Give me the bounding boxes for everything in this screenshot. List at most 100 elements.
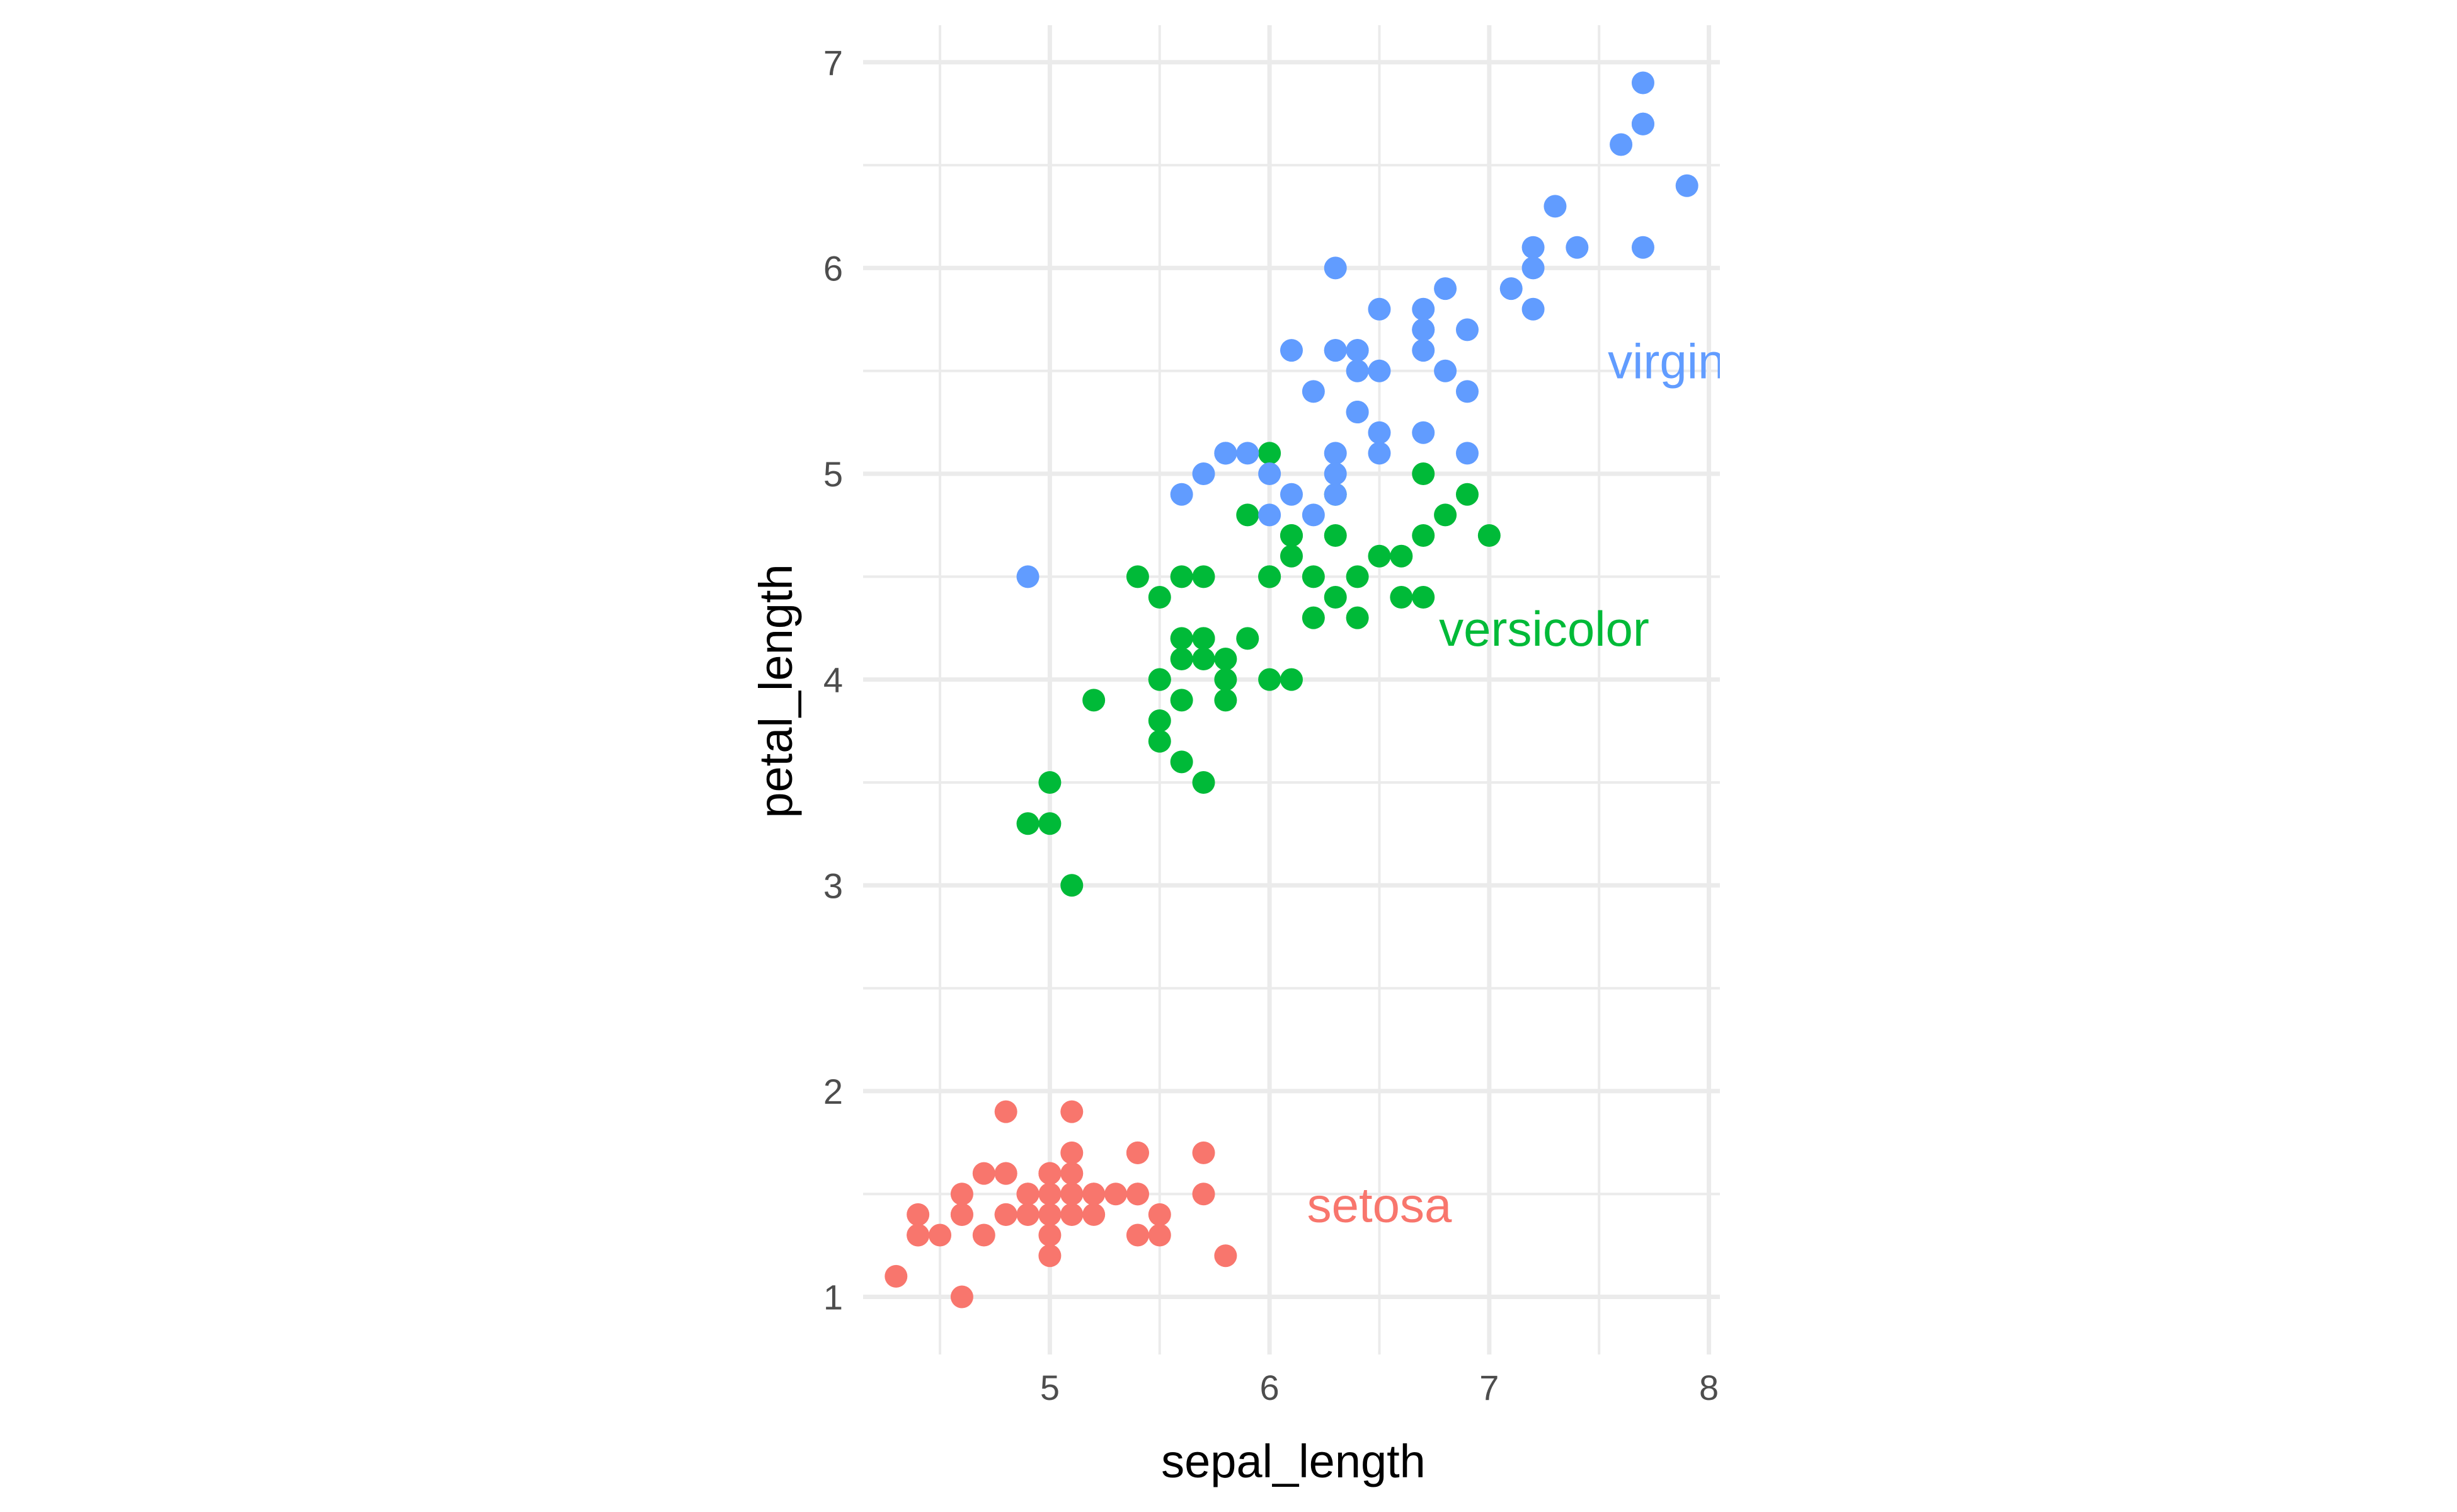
- data-point-versicolor: [1170, 689, 1193, 712]
- data-point-setosa: [885, 1264, 908, 1288]
- data-point-versicolor: [1280, 524, 1303, 547]
- data-point-setosa: [1192, 1141, 1215, 1164]
- data-point-versicolor: [1038, 770, 1062, 794]
- data-point-virginica: [1455, 318, 1479, 341]
- data-point-versicolor: [1082, 689, 1106, 712]
- data-point-versicolor: [1214, 648, 1237, 671]
- data-point-virginica: [1455, 442, 1479, 465]
- y-tick-label: 4: [823, 660, 843, 700]
- y-axis-title: petal_length: [750, 564, 802, 818]
- data-point-setosa: [994, 1162, 1017, 1185]
- data-point-virginica: [1434, 277, 1457, 301]
- data-point-setosa: [1082, 1183, 1106, 1206]
- y-tick-label: 6: [823, 248, 843, 288]
- data-point-virginica: [1170, 483, 1193, 506]
- data-point-setosa: [994, 1203, 1017, 1226]
- data-point-virginica: [1302, 503, 1325, 527]
- data-point-virginica: [1412, 318, 1435, 341]
- data-point-setosa: [1148, 1223, 1171, 1247]
- data-point-versicolor: [1016, 812, 1040, 835]
- data-point-versicolor: [1258, 668, 1281, 691]
- data-point-versicolor: [1214, 668, 1237, 691]
- data-point-setosa: [972, 1223, 995, 1247]
- data-point-versicolor: [1170, 565, 1193, 588]
- data-point-setosa: [1038, 1162, 1062, 1185]
- x-tick-label: 8: [1699, 1368, 1719, 1407]
- data-point-virginica: [1521, 297, 1545, 321]
- data-point-virginica: [1631, 112, 1654, 135]
- data-point-virginica: [1324, 462, 1347, 486]
- data-point-setosa: [1060, 1162, 1084, 1185]
- data-point-virginica: [1280, 483, 1303, 506]
- data-point-versicolor: [1236, 503, 1259, 527]
- data-point-setosa: [1038, 1223, 1062, 1247]
- data-point-virginica: [1192, 462, 1215, 486]
- data-point-versicolor: [1170, 750, 1193, 774]
- data-point-virginica: [1631, 236, 1654, 259]
- species-label-versicolor: versicolor: [1439, 601, 1649, 656]
- x-tick-label: 5: [1040, 1368, 1060, 1407]
- data-points: [885, 71, 1698, 1309]
- data-point-versicolor: [1214, 689, 1237, 712]
- data-point-virginica: [1521, 236, 1545, 259]
- data-point-versicolor: [1324, 586, 1347, 609]
- data-point-setosa: [1126, 1223, 1149, 1247]
- data-point-versicolor: [1060, 874, 1084, 897]
- data-point-versicolor: [1170, 627, 1193, 650]
- data-point-versicolor: [1455, 483, 1479, 506]
- y-tick-label: 3: [823, 866, 843, 905]
- data-point-versicolor: [1192, 627, 1215, 650]
- data-point-versicolor: [1412, 462, 1435, 486]
- data-point-versicolor: [1302, 565, 1325, 588]
- data-point-virginica: [1610, 133, 1633, 156]
- data-point-versicolor: [1390, 586, 1413, 609]
- data-point-setosa: [907, 1203, 930, 1226]
- data-point-versicolor: [1434, 503, 1457, 527]
- data-point-virginica: [1258, 503, 1281, 527]
- data-point-setosa: [1060, 1203, 1084, 1226]
- data-point-virginica: [1499, 277, 1523, 301]
- data-point-setosa: [1038, 1244, 1062, 1268]
- data-point-versicolor: [1368, 544, 1391, 568]
- data-point-setosa: [1126, 1183, 1149, 1206]
- data-point-virginica: [1346, 401, 1369, 424]
- data-point-setosa: [1214, 1244, 1237, 1268]
- data-point-setosa: [1060, 1183, 1084, 1206]
- data-point-versicolor: [1302, 606, 1325, 629]
- data-point-versicolor: [1412, 586, 1435, 609]
- data-point-virginica: [1258, 462, 1281, 486]
- data-point-virginica: [1368, 421, 1391, 444]
- data-point-virginica: [1412, 297, 1435, 321]
- data-point-versicolor: [1280, 668, 1303, 691]
- data-point-virginica: [1346, 359, 1369, 382]
- data-point-virginica: [1368, 297, 1391, 321]
- data-point-versicolor: [1346, 606, 1369, 629]
- x-axis-title: sepal_length: [1161, 1435, 1426, 1487]
- data-point-setosa: [907, 1223, 930, 1247]
- data-point-virginica: [1521, 256, 1545, 280]
- data-point-versicolor: [1170, 648, 1193, 671]
- data-point-virginica: [1368, 442, 1391, 465]
- data-point-virginica: [1544, 195, 1567, 218]
- data-point-versicolor: [1192, 648, 1215, 671]
- data-point-setosa: [950, 1203, 973, 1226]
- data-point-versicolor: [1148, 668, 1171, 691]
- data-point-virginica: [1324, 483, 1347, 506]
- data-point-versicolor: [1258, 565, 1281, 588]
- species-labels: setosa versicolor virginica: [1307, 333, 1720, 1232]
- data-point-versicolor: [1477, 524, 1501, 547]
- data-point-setosa: [1060, 1100, 1084, 1123]
- data-point-setosa: [1060, 1141, 1084, 1164]
- data-point-versicolor: [1346, 565, 1369, 588]
- data-point-virginica: [1016, 565, 1040, 588]
- data-point-setosa: [950, 1285, 973, 1309]
- data-point-versicolor: [1412, 524, 1435, 547]
- data-point-virginica: [1412, 339, 1435, 362]
- data-point-versicolor: [1258, 442, 1281, 465]
- data-point-versicolor: [1236, 627, 1259, 650]
- data-point-versicolor: [1324, 524, 1347, 547]
- data-point-setosa: [1104, 1183, 1128, 1206]
- data-point-virginica: [1280, 339, 1303, 362]
- data-point-virginica: [1214, 442, 1237, 465]
